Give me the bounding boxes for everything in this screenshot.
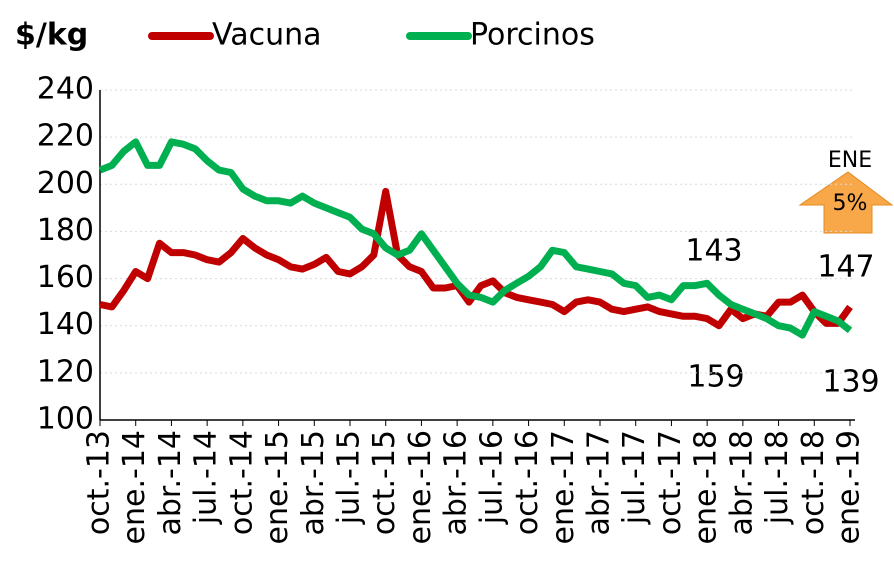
y-tick-label: 200 <box>37 166 94 201</box>
x-tick-label: ene.-14 <box>117 430 152 544</box>
x-tick-label: oct.-13 <box>82 430 117 535</box>
x-tick-label: oct.-14 <box>224 430 259 535</box>
x-tick-label: ene.-15 <box>260 430 295 544</box>
x-tick-label: abr.-14 <box>153 430 188 536</box>
y-tick-label: 100 <box>37 402 94 437</box>
annotation: 147 <box>817 250 874 285</box>
x-tick-label: jul.-18 <box>760 430 795 525</box>
arrow-icon <box>798 171 894 234</box>
x-tick-label: ene.-17 <box>546 430 581 544</box>
x-tick-label: oct.-18 <box>796 430 831 535</box>
y-tick-label: 180 <box>37 213 94 248</box>
x-tick-label: abr.-15 <box>296 430 331 536</box>
y-tick-label: 120 <box>37 354 94 389</box>
x-tick-label: jul.-17 <box>617 430 652 525</box>
x-tick-label: abr.-18 <box>724 430 759 536</box>
annotation: 139 <box>822 365 879 400</box>
y-tick-label: 240 <box>37 72 94 107</box>
legend: Vacuna Porcinos <box>148 18 595 53</box>
x-tick-label: ene.-19 <box>832 430 867 544</box>
annotation: 143 <box>685 234 742 269</box>
x-tick-label: ene.-16 <box>403 430 438 544</box>
y-tick-label: 220 <box>37 119 94 154</box>
annotation: 5% <box>833 191 868 216</box>
x-tick-label: abr.-17 <box>582 430 617 536</box>
annotation: ENE <box>828 148 872 173</box>
x-tick-label: oct.-16 <box>510 430 545 535</box>
legend-label: Porcinos <box>470 18 595 53</box>
legend-label: Vacuna <box>212 18 321 53</box>
x-tick-label: ene.-18 <box>689 430 724 544</box>
y-tick-label: 140 <box>37 307 94 342</box>
x-tick-label: jul.-15 <box>332 430 367 525</box>
x-tick-label: abr.-16 <box>439 430 474 536</box>
x-tick-label: jul.-14 <box>189 430 224 525</box>
chart-title: $/kg <box>15 18 88 53</box>
x-tick-label: jul.-16 <box>474 430 509 525</box>
y-tick-label: 160 <box>37 260 94 295</box>
annotation: 159 <box>687 360 744 395</box>
x-tick-label: oct.-17 <box>653 430 688 535</box>
x-tick-label: oct.-15 <box>367 430 402 535</box>
line-series <box>98 138 853 339</box>
